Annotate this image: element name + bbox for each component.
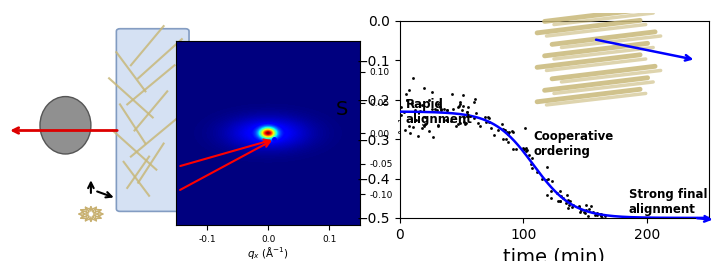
FancyBboxPatch shape bbox=[117, 29, 189, 211]
Y-axis label: $q_z$ (Å$^{-1}$): $q_z$ (Å$^{-1}$) bbox=[397, 112, 413, 154]
X-axis label: time (min): time (min) bbox=[503, 247, 606, 261]
Text: Strong final
alignment: Strong final alignment bbox=[629, 188, 707, 216]
Ellipse shape bbox=[40, 97, 91, 154]
Y-axis label: S: S bbox=[336, 100, 348, 120]
X-axis label: $q_x$ (Å$^{-1}$): $q_x$ (Å$^{-1}$) bbox=[247, 245, 289, 261]
Ellipse shape bbox=[215, 102, 258, 149]
Text: Cooperative
ordering: Cooperative ordering bbox=[534, 130, 613, 158]
Text: Rapid
alignment: Rapid alignment bbox=[406, 98, 472, 126]
